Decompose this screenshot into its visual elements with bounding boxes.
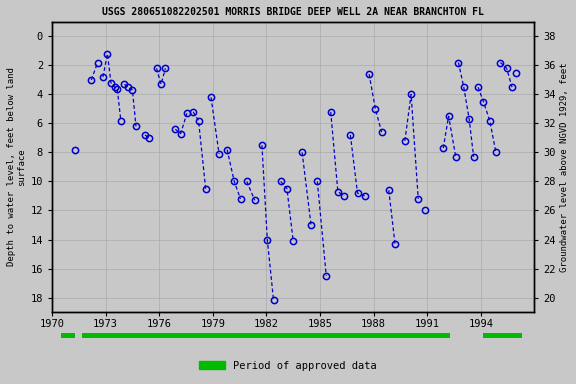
Legend: Period of approved data: Period of approved data: [195, 357, 381, 375]
Bar: [82, 333, 450, 338]
Bar: [483, 333, 522, 338]
Title: USGS 280651082202501 MORRIS BRIDGE DEEP WELL 2A NEAR BRANCHTON FL: USGS 280651082202501 MORRIS BRIDGE DEEP …: [103, 7, 484, 17]
Y-axis label: Depth to water level, feet below land
surface: Depth to water level, feet below land su…: [7, 68, 26, 266]
Y-axis label: Groundwater level above NGVD 1929, feet: Groundwater level above NGVD 1929, feet: [560, 62, 569, 272]
Bar: [61, 333, 75, 338]
